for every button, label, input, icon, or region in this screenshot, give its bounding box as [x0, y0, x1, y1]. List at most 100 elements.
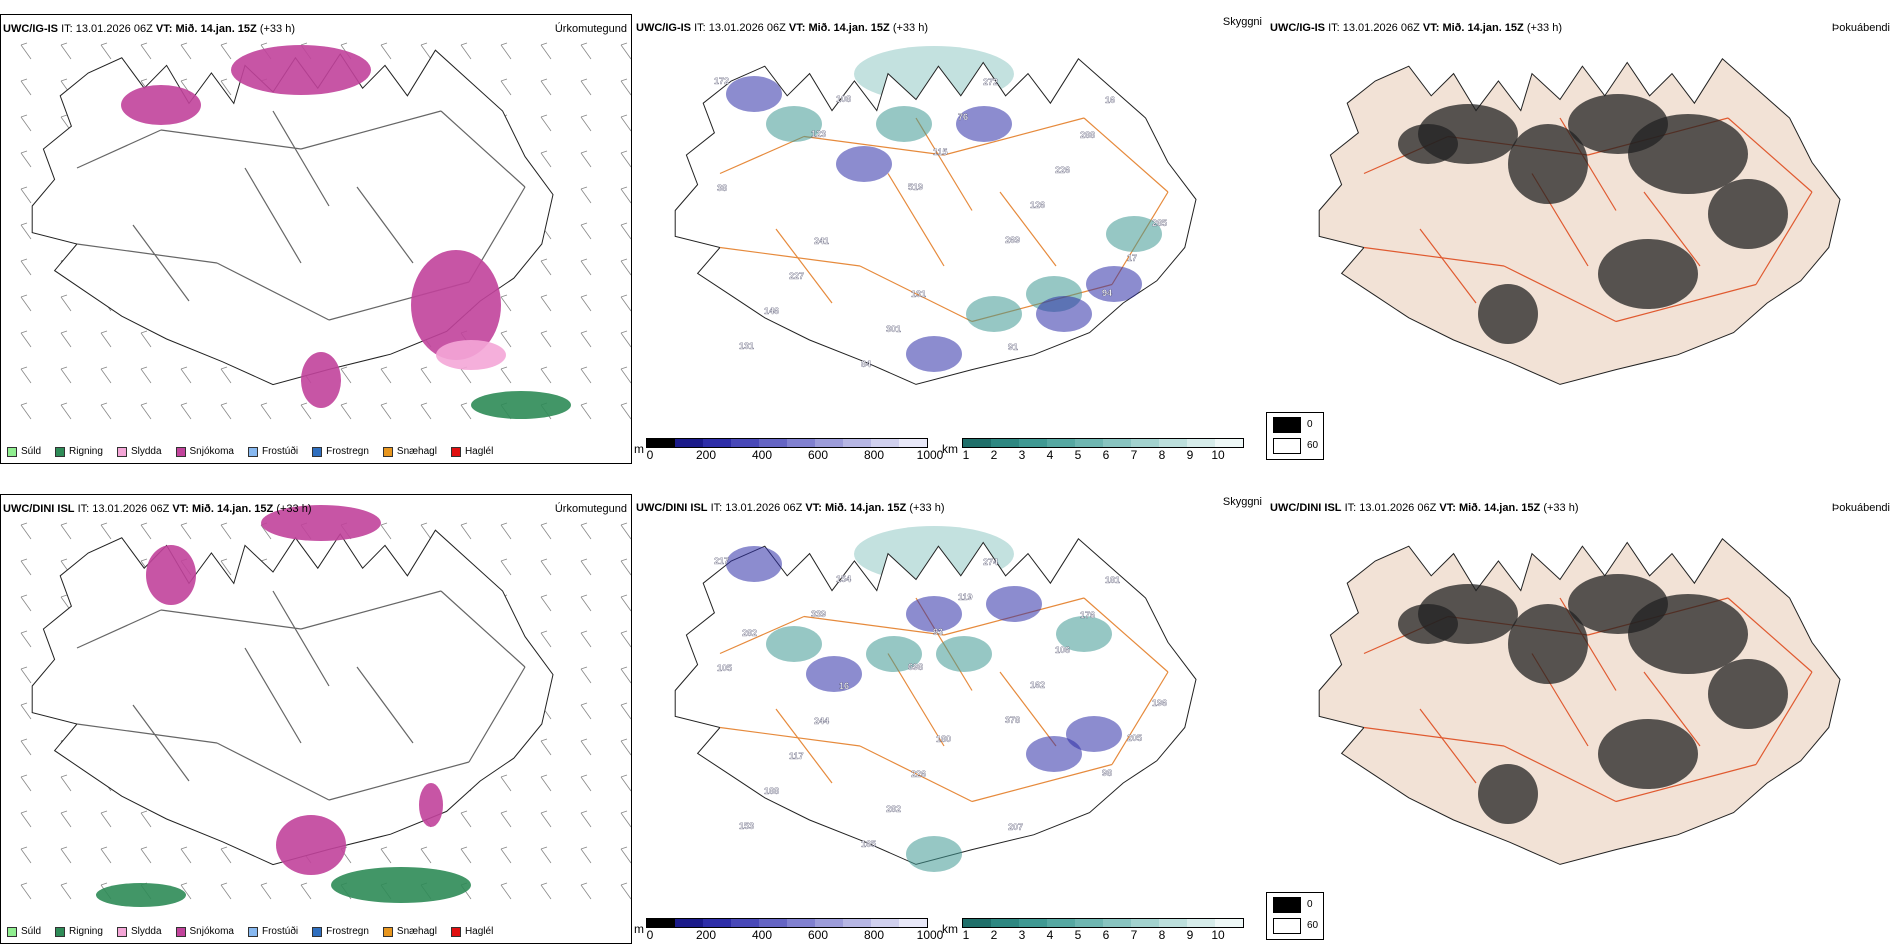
- visibility-area: [1026, 736, 1082, 772]
- colorbar-segment: [963, 919, 991, 927]
- legend-item: Slydda: [116, 926, 162, 937]
- visibility-value-label: 301: [886, 324, 901, 334]
- colorbar-tick: 0: [646, 928, 654, 942]
- colorbar-tick: 5: [1074, 448, 1082, 462]
- fog-legend: 0 60: [1266, 892, 1324, 940]
- legend-item: Snæhagl: [382, 446, 437, 457]
- colorbar-segment: [1047, 919, 1075, 927]
- visibility-value-label: 181: [1105, 575, 1120, 585]
- fog-index-map: [1318, 58, 1841, 385]
- visibility-value-label: 98: [1102, 768, 1112, 778]
- colorbar-tick: 8: [1158, 448, 1166, 462]
- fog-area: [1398, 124, 1458, 164]
- panel-header: UWC/IG-IS IT: 13.01.2026 06Z VT: Mið. 14…: [1270, 22, 1562, 34]
- visibility-value-label: 205: [1127, 733, 1142, 743]
- legend-swatch: [7, 446, 17, 457]
- visibility-area: [936, 636, 992, 672]
- visibility-value-label: 93: [933, 627, 943, 637]
- visibility-value-label: 38: [717, 183, 727, 193]
- colorbar-segment: [675, 439, 703, 447]
- visibility-value-label: 123: [811, 129, 826, 139]
- lead-time: (+33 h): [259, 23, 295, 35]
- rain-area: [471, 391, 571, 419]
- legend-swatch: [312, 926, 323, 937]
- colorbar-tick: 6: [1102, 928, 1110, 942]
- panel-header: UWC/DINI ISL IT: 13.01.2026 06Z VT: Mið.…: [1270, 502, 1579, 514]
- colorbar-segment: [991, 919, 1019, 927]
- visibility-area: [1036, 296, 1092, 332]
- visibility-value-label: 227: [789, 271, 804, 281]
- vt-value: Mið. 14.jan. 15Z: [191, 503, 274, 515]
- colorbar-segment: [991, 439, 1019, 447]
- colorbar-unit: km: [942, 442, 958, 456]
- visibility-value-label: 378: [1005, 715, 1020, 725]
- colorbar-segment: [815, 439, 843, 447]
- legend-label: Súld: [21, 446, 42, 457]
- visibility-value-label: 153: [739, 821, 754, 831]
- colorbar-tick: 3: [1018, 928, 1026, 942]
- visibility-value-label: 131: [739, 341, 754, 351]
- visibility-area: [866, 636, 922, 672]
- fog-area: [1478, 764, 1538, 824]
- snow-area: [121, 85, 201, 125]
- lead-time: (+33 h): [1543, 502, 1579, 514]
- visibility-value-label: 108: [836, 94, 851, 104]
- visibility-value-label: 339: [811, 609, 826, 619]
- visibility-value-label: 519: [908, 182, 923, 192]
- visibility-area: [956, 106, 1012, 142]
- colorbar-segment: [731, 439, 759, 447]
- fog-legend-swatch-high: [1273, 438, 1301, 454]
- visibility-value-label: 285: [1152, 218, 1167, 228]
- visibility-m-colorbar: m 0 200 400 600 800 1000: [634, 918, 943, 942]
- visibility-area: [906, 336, 962, 372]
- snow-area: [411, 250, 501, 360]
- visibility-value-label: 226: [911, 769, 926, 779]
- fog-area: [1508, 604, 1588, 684]
- snow-area: [419, 783, 443, 827]
- it-label: IT:: [694, 22, 706, 34]
- colorbar-segment: [1187, 919, 1215, 927]
- colorbar-tick: 7: [1130, 928, 1138, 942]
- legend-label: Snæhagl: [396, 446, 437, 457]
- colorbar-tick: 200: [695, 928, 717, 942]
- colorbar-segment: [647, 919, 675, 927]
- colorbar-tick: 1: [962, 448, 970, 462]
- fog-area: [1598, 719, 1698, 789]
- fog-area: [1478, 284, 1538, 344]
- panel-type-label: Skyggni: [1222, 16, 1262, 28]
- precip-type-map: [20, 505, 631, 907]
- colorbar-unit: m: [634, 442, 644, 456]
- legend-swatch: [175, 446, 186, 457]
- colorbar-tick: 7: [1130, 448, 1138, 462]
- colorbar-tick: 5: [1074, 928, 1082, 942]
- visibility-value-label: 274: [983, 557, 998, 567]
- colorbar-segment: [759, 439, 787, 447]
- visibility-value-label: 106: [1055, 645, 1070, 655]
- visibility-map: 172 123 519 269 94 131 108 115 126 17 146 84 76 226 28…: [674, 46, 1197, 385]
- visibility-value-label: 119: [958, 592, 973, 602]
- it-value: 13.01.2026 06Z: [75, 23, 153, 35]
- legend-item: Snæhagl: [382, 926, 437, 937]
- colorbar-segment: [703, 439, 731, 447]
- fog-area: [1628, 114, 1748, 194]
- colorbar-segment: [815, 919, 843, 927]
- colorbar-tick: 1000: [916, 928, 944, 942]
- legend-item: Súld: [7, 926, 41, 937]
- colorbar-segment: [1019, 919, 1047, 927]
- visibility-km-colorbar: km 1 2 3 4 5 6 7 8 9 10: [942, 918, 1244, 942]
- lead-time: (+33 h): [1526, 22, 1562, 34]
- iceland-outline: [674, 538, 1197, 865]
- colorbar-tick: 600: [807, 928, 829, 942]
- it-value: 13.01.2026 06Z: [1342, 22, 1420, 34]
- colorbar-tick: 3: [1018, 448, 1026, 462]
- legend-label: Slydda: [130, 446, 162, 457]
- snow-area: [261, 505, 381, 541]
- colorbar-segment: [1103, 439, 1131, 447]
- colorbar-segment: [1215, 919, 1243, 927]
- legend-swatch: [116, 926, 127, 937]
- panel-type-label: Úrkomutegund: [554, 23, 627, 35]
- colorbar-segment: [899, 439, 927, 447]
- colorbar-segment: [647, 439, 675, 447]
- snow-area: [276, 815, 346, 875]
- colorbar-segment: [1159, 439, 1187, 447]
